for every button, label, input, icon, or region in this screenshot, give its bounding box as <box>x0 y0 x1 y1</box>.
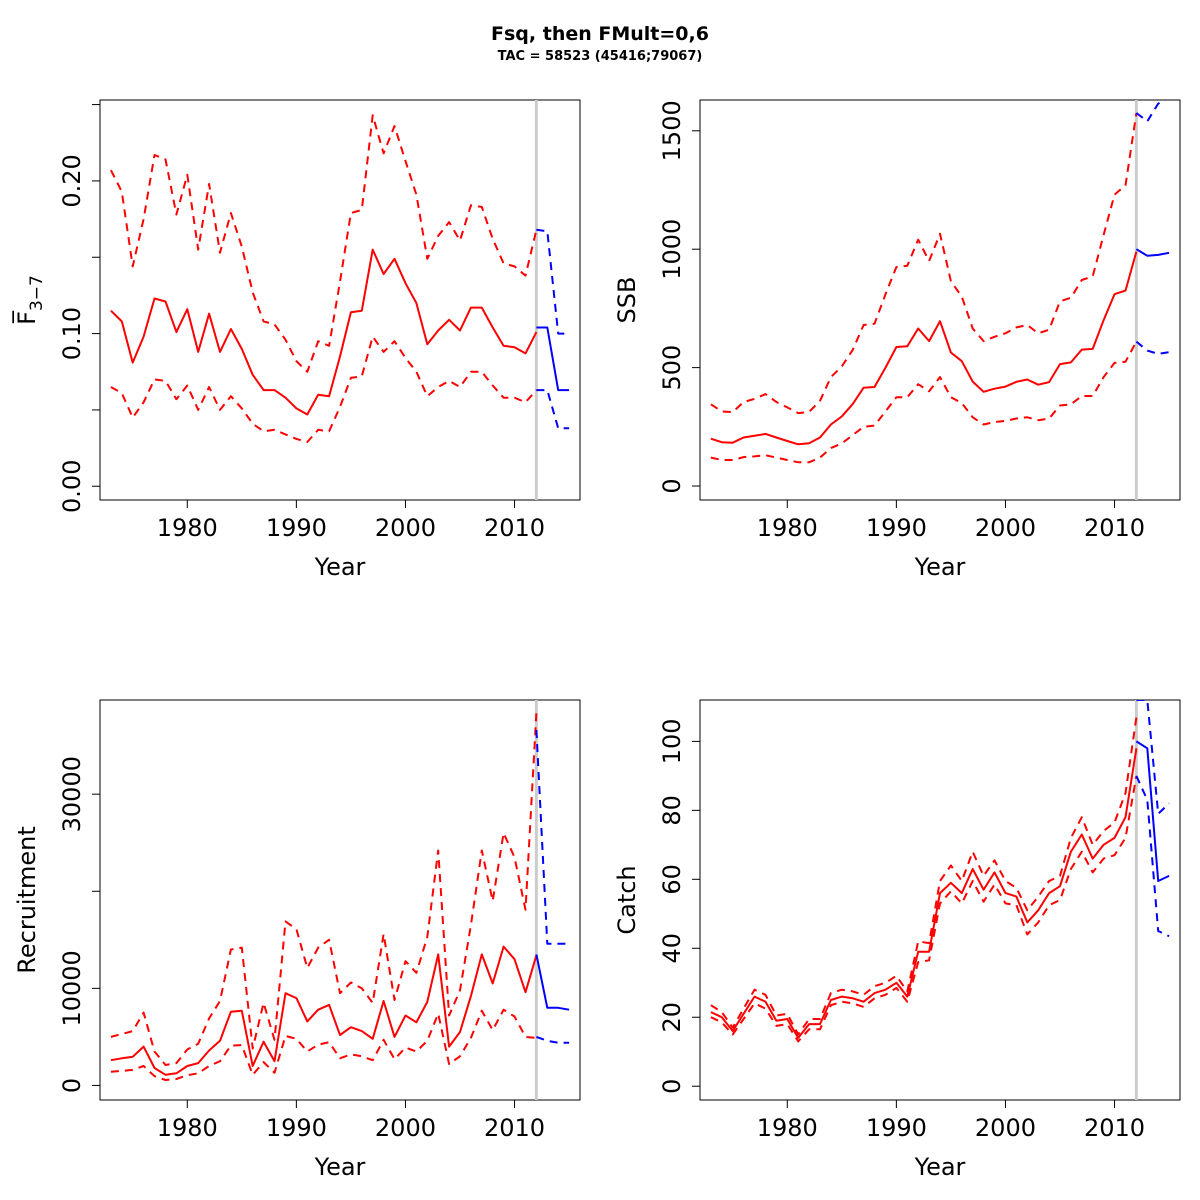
catch-x-tick-label: 1980 <box>757 1114 818 1142</box>
recruitment-x-tick-label: 2000 <box>375 1114 436 1142</box>
ssb-historic-median-line <box>710 251 1138 446</box>
catch-x-tick-label: 2010 <box>1084 1114 1145 1142</box>
recruitment-historic-median-line <box>110 945 538 1076</box>
catch-forecast-upper-bound-line <box>1136 700 1170 815</box>
recruitment-forecast-lower-bound-line <box>536 1035 570 1044</box>
fbar-y-tick-label: 0.10 <box>58 307 86 360</box>
recruitment-x-tick-label: 1980 <box>157 1114 218 1142</box>
recruitment-x-tick-label: 1990 <box>266 1114 327 1142</box>
ssb-x-tick-label: 1980 <box>757 514 818 542</box>
recruitment-y-tick-label: 0 <box>58 1078 86 1093</box>
ssb-y-axis-title: SSB <box>613 277 641 324</box>
fbar-x-tick-label: 2010 <box>484 514 545 542</box>
fbar-x-tick-label: 1990 <box>266 514 327 542</box>
ssb-forecast-lower-bound-line <box>1135 340 1170 355</box>
ssb-x-tick-label: 2010 <box>1084 514 1145 542</box>
catch-x-tick-label: 1990 <box>866 1114 927 1142</box>
catch-x-tick-label: 2000 <box>975 1114 1036 1142</box>
catch-y-axis-title-main: Catch <box>613 865 641 934</box>
recruitment-y-tick-label: 10000 <box>58 950 86 1026</box>
ssb-historic-lower-bound-line <box>710 341 1138 464</box>
catch-panel: 1980 1990 2000 2010 0 20 40 60 80 100 Year Catch <box>613 699 1181 1181</box>
recruitment-historic-lower-bound-line <box>110 1008 537 1081</box>
ssb-forecast-upper-bound-line <box>1135 100 1167 123</box>
ssb-x-tick-label: 1990 <box>866 514 927 542</box>
fbar-panel: 1980 1990 2000 2010 0.00 0.10 0.20 Year F̅3−7 <box>12 99 581 581</box>
fbar-y-tick-label: 0.20 <box>58 154 86 207</box>
fbar-forecast-median-line <box>536 326 570 392</box>
catch-historic-median-line <box>710 748 1138 1039</box>
catch-y-axis-title: Catch <box>613 865 641 934</box>
ssb-historic-upper-bound-line <box>710 112 1138 415</box>
catch-forecast-median-line <box>1135 740 1170 882</box>
catch-y-tick-label: 100 <box>658 718 686 764</box>
figure-subtitle: TAC = 58523 (45416;79067) <box>498 49 703 64</box>
recruitment-forecast-upper-bound-line <box>535 730 570 945</box>
catch-historic-lower-bound-line <box>710 775 1138 1043</box>
ssb-y-tick-label: 0 <box>658 478 686 493</box>
fbar-historic-upper-bound-line <box>110 114 538 373</box>
fbar-historic-median-line <box>110 248 538 416</box>
catch-x-axis-title: Year <box>914 1153 966 1181</box>
recruitment-panel: 1980 1990 2000 2010 0 10000 30000 Year Recruitme… <box>13 699 581 1181</box>
fbar-series-group <box>110 100 570 500</box>
recruitment-series-group <box>110 700 570 1100</box>
ssb-y-tick-label: 1500 <box>658 100 686 161</box>
recruitment-x-tick-label: 2010 <box>484 1114 545 1142</box>
catch-y-tick-label: 20 <box>658 1002 686 1033</box>
ssb-y-tick-label: 500 <box>658 345 686 391</box>
catch-historic-upper-bound-line <box>710 717 1138 1036</box>
recruitment-x-axis-title: Year <box>314 1153 366 1181</box>
catch-y-tick-label: 60 <box>658 864 686 895</box>
recruitment-y-axis-title-main: Recruitment <box>13 826 41 973</box>
fbar-forecast-lower-bound-line <box>536 389 570 430</box>
fbar-x-tick-label: 2000 <box>375 514 436 542</box>
fbar-plot-frame <box>99 99 581 501</box>
recruitment-forecast-median-line <box>535 954 570 1011</box>
recruitment-historic-upper-bound-line <box>110 712 538 1066</box>
catch-y-tick-label: 40 <box>658 933 686 964</box>
fbar-y-axis-title-main: F̅ <box>12 310 41 325</box>
ssb-panel: 1980 1990 2000 2010 0 500 1000 1500 Year SSB <box>613 99 1181 581</box>
catch-plot-frame <box>699 699 1181 1101</box>
ssb-x-axis-title: Year <box>914 553 966 581</box>
figure-title: Fsq, then FMult=0,6 <box>491 23 709 45</box>
fbar-forecast-upper-bound-line <box>536 228 570 335</box>
catch-forecast-lower-bound-line <box>1135 775 1170 938</box>
catch-y-tick-label: 0 <box>658 1079 686 1094</box>
catch-series-group <box>710 700 1170 1100</box>
fbar-x-axis-title: Year <box>314 553 366 581</box>
recruitment-plot-frame <box>99 699 581 1101</box>
fbar-y-axis-title-subscript: 3−7 <box>27 275 47 311</box>
ssb-plot-frame <box>699 99 1181 501</box>
recruitment-y-axis-title: Recruitment <box>13 826 41 973</box>
ssb-y-tick-label: 1000 <box>658 219 686 280</box>
ssb-series-group <box>710 100 1170 500</box>
fbar-historic-lower-bound-line <box>110 335 538 443</box>
fbar-x-tick-label: 1980 <box>157 514 218 542</box>
ssb-forecast-median-line <box>1135 248 1170 257</box>
fbar-y-axis-title: F̅3−7 <box>12 275 47 325</box>
recruitment-y-tick-label: 30000 <box>58 756 86 832</box>
ssb-y-axis-title-main: SSB <box>613 277 641 324</box>
catch-y-tick-label: 80 <box>658 795 686 826</box>
ssb-x-tick-label: 2000 <box>975 514 1036 542</box>
fbar-y-tick-label: 0.00 <box>58 460 86 513</box>
panels-container: 1980 1990 2000 20100.000.100.20YearF̅3−7198… <box>12 99 1181 1181</box>
